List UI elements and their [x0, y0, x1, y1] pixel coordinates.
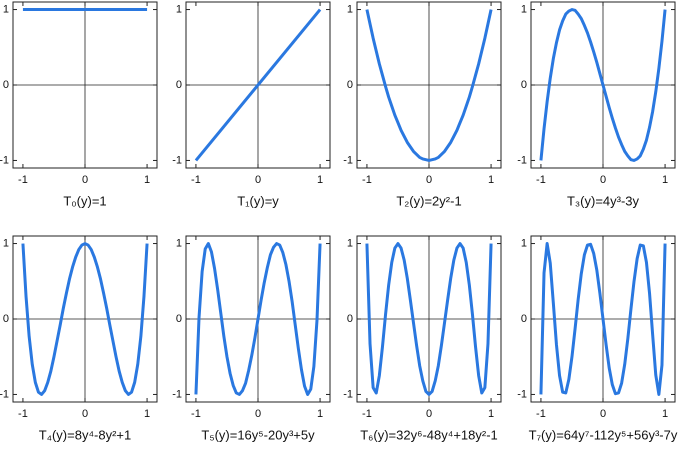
y-tick-label: -1 [517, 388, 527, 400]
x-tick-label: 0 [426, 408, 432, 420]
curve [539, 242, 667, 396]
y-tick-label: 1 [347, 3, 353, 15]
x-tick-label: 1 [144, 174, 150, 186]
y-tick-label: -1 [343, 154, 353, 166]
curve [365, 9, 493, 162]
curve [539, 8, 667, 162]
curve [194, 8, 322, 162]
x-tick-label: 0 [600, 174, 606, 186]
y-tick-label: -1 [343, 388, 353, 400]
x-tick-label: 1 [144, 408, 150, 420]
x-tick-label: 1 [317, 174, 323, 186]
y-tick-label: -1 [0, 154, 9, 166]
y-tick-label: 0 [3, 313, 9, 325]
x-axis-label: T₃(y)=4y³-3y [567, 193, 640, 208]
y-tick-label: 0 [176, 313, 182, 325]
x-tick-label: 0 [255, 174, 261, 186]
y-tick-label: 0 [521, 313, 527, 325]
x-tick-label: 0 [426, 174, 432, 186]
y-tick-label: -1 [0, 388, 9, 400]
x-tick-label: -1 [18, 408, 28, 420]
curve [21, 242, 149, 396]
x-axis-label: T₇(y)=64y⁷-112y⁵+56y³-7y [529, 427, 678, 442]
y-tick-label: 1 [521, 237, 527, 249]
curve [365, 242, 493, 396]
y-tick-label: 1 [521, 3, 527, 15]
y-tick-label: 1 [3, 3, 9, 15]
y-tick-label: 1 [176, 237, 182, 249]
x-tick-label: -1 [191, 408, 201, 420]
y-tick-label: 1 [176, 3, 182, 15]
y-tick-label: 0 [3, 79, 9, 91]
x-tick-label: 1 [662, 408, 668, 420]
x-tick-label: -1 [362, 174, 372, 186]
x-tick-label: 0 [255, 408, 261, 420]
x-axis-label: T₂(y)=2y²-1 [396, 193, 461, 208]
y-tick-label: 0 [521, 79, 527, 91]
y-tick-label: 0 [347, 79, 353, 91]
y-tick-label: 0 [176, 79, 182, 91]
y-tick-label: -1 [172, 388, 182, 400]
x-tick-label: 0 [82, 408, 88, 420]
x-tick-label: -1 [536, 408, 546, 420]
x-tick-label: 0 [600, 408, 606, 420]
x-tick-label: -1 [18, 174, 28, 186]
y-tick-label: -1 [517, 154, 527, 166]
x-tick-label: 1 [488, 408, 494, 420]
y-tick-label: 1 [347, 237, 353, 249]
x-tick-label: -1 [191, 174, 201, 186]
x-tick-label: -1 [536, 174, 546, 186]
x-axis-label: T₁(y)=y [237, 193, 279, 208]
y-tick-label: 0 [347, 313, 353, 325]
x-tick-label: 1 [488, 174, 494, 186]
x-tick-label: 0 [82, 174, 88, 186]
x-axis-label: T₆(y)=32y⁶-48y⁴+18y²-1 [360, 427, 498, 442]
y-tick-label: -1 [172, 154, 182, 166]
x-axis-label: T₅(y)=16y⁵-20y³+5y [201, 427, 315, 442]
x-tick-label: 1 [662, 174, 668, 186]
x-tick-label: 1 [317, 408, 323, 420]
x-axis-label: T₀(y)=1 [63, 193, 106, 208]
curve [194, 242, 322, 396]
y-tick-label: 1 [3, 237, 9, 249]
x-tick-label: -1 [362, 408, 372, 420]
x-axis-label: T₄(y)=8y⁴-8y²+1 [39, 427, 132, 442]
